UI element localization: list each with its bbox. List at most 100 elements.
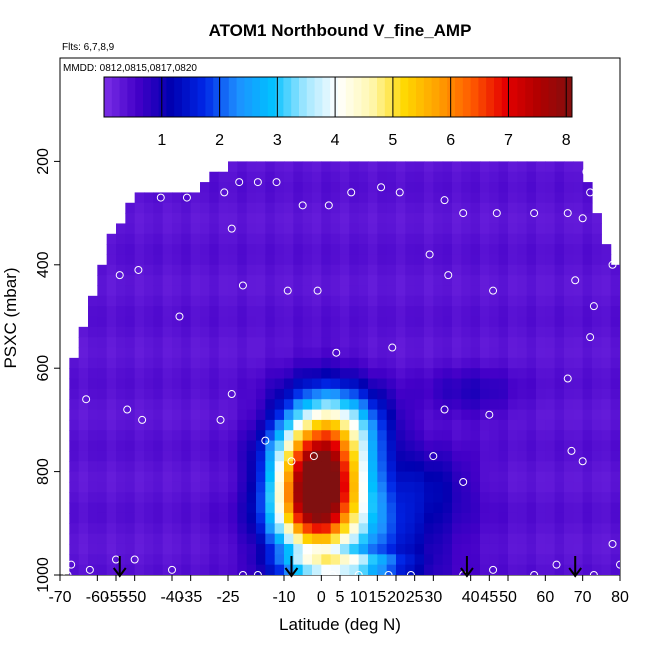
- heatmap-cell: [592, 316, 602, 328]
- y-axis-label: PSXC (mbar): [1, 267, 20, 368]
- heatmap-cell: [433, 564, 444, 575]
- heatmap-cell: [564, 306, 574, 318]
- heatmap-cell: [106, 264, 117, 276]
- heatmap-cell: [69, 554, 80, 566]
- heatmap-cell: [452, 275, 462, 287]
- heatmap-cell: [190, 554, 201, 566]
- heatmap-cell: [256, 171, 266, 183]
- heatmap-cell: [396, 347, 406, 359]
- heatmap-cell: [312, 502, 322, 514]
- heatmap-cell: [246, 502, 257, 514]
- heatmap-cell: [78, 543, 89, 555]
- heatmap-cell: [489, 512, 500, 524]
- heatmap-cell: [97, 388, 108, 400]
- heatmap-cell: [330, 450, 341, 462]
- heatmap-cell: [97, 419, 108, 431]
- heatmap-cell: [284, 337, 294, 349]
- heatmap-cell: [452, 388, 462, 400]
- heatmap-cell: [190, 533, 201, 545]
- heatmap-cell: [153, 285, 164, 297]
- heatmap-cell: [582, 471, 593, 483]
- heatmap-cell: [442, 481, 453, 493]
- heatmap-cell: [386, 357, 397, 369]
- heatmap-cell: [554, 512, 565, 524]
- heatmap-cell: [144, 419, 154, 431]
- heatmap-cell: [536, 202, 546, 214]
- heatmap-cell: [349, 419, 360, 431]
- arrow-head: [112, 567, 127, 578]
- heatmap-cell: [340, 450, 350, 462]
- heatmap-cell: [200, 337, 210, 349]
- heatmap-cell: [396, 285, 406, 297]
- heatmap-cell: [162, 275, 173, 287]
- heatmap-cell: [274, 316, 285, 328]
- heatmap-cell: [405, 378, 416, 390]
- heatmap-cell: [218, 388, 229, 400]
- heatmap-cell: [368, 357, 378, 369]
- heatmap-cell: [536, 492, 546, 504]
- heatmap-cell: [554, 368, 565, 380]
- heatmap-cell: [601, 357, 612, 369]
- heatmap-cell: [97, 347, 108, 359]
- heatmap-cell: [190, 213, 201, 225]
- heatmap-cell: [545, 285, 556, 297]
- heatmap-cell: [125, 388, 136, 400]
- heatmap-cell: [358, 419, 369, 431]
- sample-point: [115, 271, 124, 280]
- flight-arrow: [112, 556, 127, 578]
- heatmap-cell: [536, 419, 546, 431]
- heatmap-cell: [358, 337, 369, 349]
- heatmap-cell: [498, 357, 509, 369]
- heatmap-cell: [489, 388, 500, 400]
- heatmap-cell: [181, 419, 192, 431]
- heatmap-cell: [489, 192, 500, 204]
- colorbar-segment: [221, 77, 230, 117]
- heatmap-cell: [545, 554, 556, 566]
- heatmap-cell: [265, 492, 276, 504]
- colorbar-segment: [275, 77, 284, 117]
- heatmap-cell: [134, 450, 145, 462]
- heatmap-cell: [452, 564, 462, 575]
- heatmap-cell: [237, 440, 248, 452]
- heatmap-cell: [97, 450, 108, 462]
- heatmap-cell: [78, 409, 89, 421]
- heatmap-cell: [256, 347, 266, 359]
- heatmap-cell: [153, 316, 164, 328]
- heatmap-cell: [181, 316, 192, 328]
- heatmap-cell: [414, 430, 425, 442]
- heatmap-cell: [396, 399, 406, 411]
- heatmap-cell: [480, 419, 490, 431]
- heatmap-cell: [228, 316, 238, 328]
- heatmap-cell: [414, 326, 425, 338]
- heatmap-cell: [237, 409, 248, 421]
- heatmap-cell: [508, 223, 518, 235]
- heatmap-cell: [330, 264, 341, 276]
- heatmap-cell: [218, 440, 229, 452]
- heatmap-cell: [218, 306, 229, 318]
- heatmap-cell: [414, 368, 425, 380]
- colorbar-segment: [345, 77, 355, 117]
- heatmap-cell: [368, 337, 378, 349]
- heatmap-cell: [162, 264, 173, 276]
- heatmap-cell: [358, 554, 369, 566]
- heatmap-cell: [424, 254, 434, 266]
- heatmap-cell: [190, 440, 201, 452]
- heatmap-cell: [340, 492, 350, 504]
- sample-point: [253, 178, 262, 187]
- heatmap-cell: [545, 388, 556, 400]
- heatmap-cell: [162, 440, 173, 452]
- heatmap-cell: [368, 440, 378, 452]
- heatmap-cell: [190, 399, 201, 411]
- heatmap-cell: [200, 502, 210, 514]
- heatmap-cell: [330, 399, 341, 411]
- heatmap-cell: [498, 533, 509, 545]
- heatmap-cell: [536, 182, 546, 194]
- heatmap-cell: [489, 182, 500, 194]
- heatmap-cell: [508, 564, 518, 575]
- heatmap-cell: [554, 564, 565, 575]
- heatmap-cell: [480, 471, 490, 483]
- heatmap-cell: [246, 295, 257, 307]
- heatmap-cell: [582, 192, 593, 204]
- heatmap-cell: [545, 223, 556, 235]
- heatmap-cell: [97, 264, 108, 276]
